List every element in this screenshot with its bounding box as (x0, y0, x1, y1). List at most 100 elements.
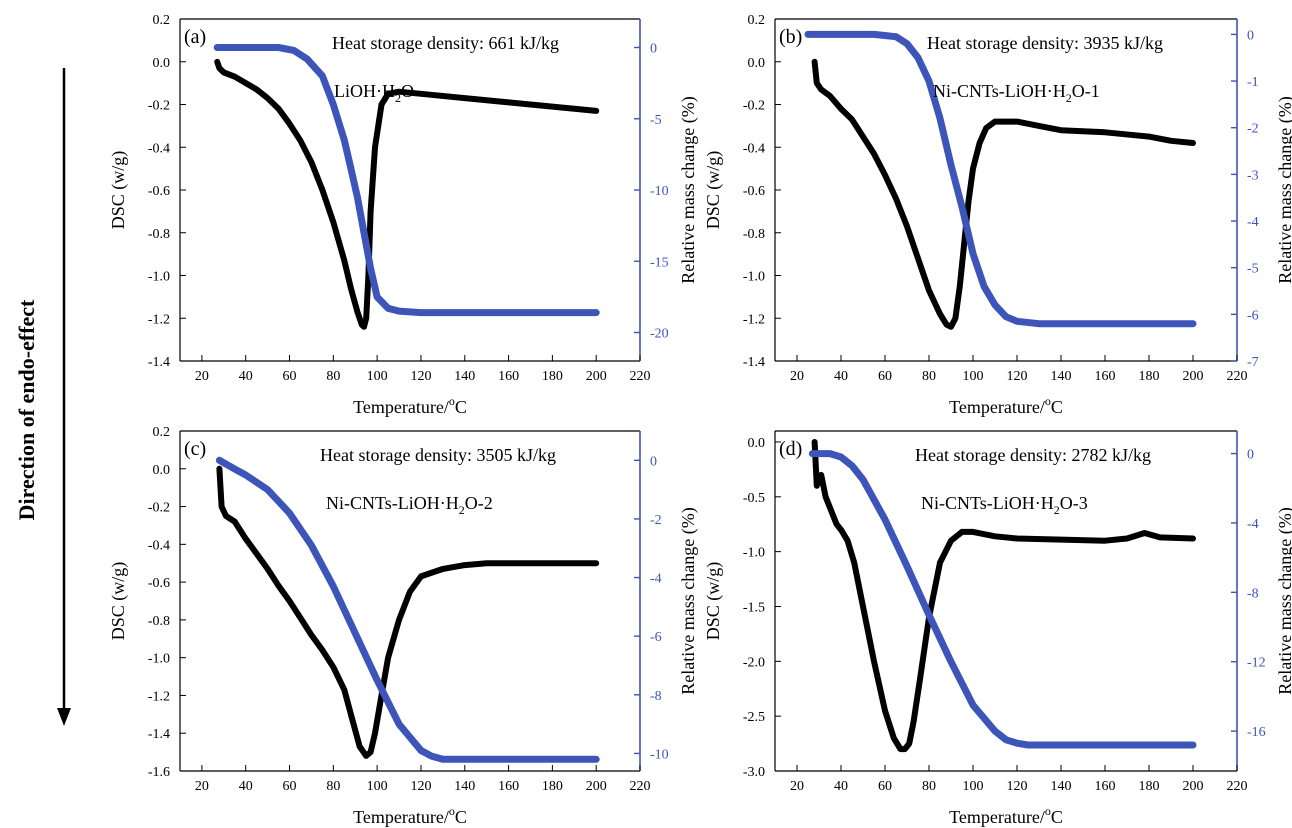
y-axis-title: DSC (w/g) (703, 562, 724, 641)
sample-label-sub: 2 (1054, 503, 1060, 517)
y2-tick-label: -10 (650, 747, 669, 762)
x-tick-label: 60 (878, 779, 892, 794)
y-tick-label: 0.2 (748, 13, 766, 28)
x-tick-label: 140 (1051, 369, 1072, 384)
mass-change-curve (804, 30, 1197, 328)
x-tick-label: 20 (790, 369, 804, 384)
dsc-curve (811, 58, 1196, 330)
x-tick-label: 180 (1139, 779, 1160, 794)
sample-label-sub: 2 (1066, 91, 1072, 105)
x-tick-label: 220 (630, 369, 651, 384)
y-tick-label: -1.2 (148, 689, 170, 704)
x-axis-title-text: Temperature/ (949, 397, 1045, 417)
sample-label-tail: O-1 (1072, 81, 1100, 101)
chart-panel: 20 40 60 80 100 120 140 160 180 200 2200.20.0-0.2-… (703, 13, 1292, 417)
y-tick-label: -0.2 (148, 99, 170, 114)
x-axis-title-sup: o (1045, 804, 1051, 818)
sample-label-sub: 2 (395, 91, 401, 105)
y2-axis-title: Relative mass change (%) (678, 507, 699, 694)
sample-label: Ni-CNTs-LiOH·H2O-1 (933, 81, 1100, 105)
x-tick-label: 140 (454, 369, 475, 384)
x-tick-label: 140 (454, 779, 475, 794)
dsc-curve (214, 58, 600, 330)
y2-tick-label: -4 (1247, 517, 1259, 532)
y2-tick-label: -16 (1247, 725, 1266, 740)
y-tick-label: 0.0 (153, 463, 171, 478)
y-tick-label: -0.5 (743, 491, 765, 506)
x-tick-label: 80 (326, 369, 340, 384)
y2-tick-label: 0 (650, 42, 657, 57)
y-tick-label: -2.0 (743, 655, 765, 670)
panel-label: (d) (779, 438, 802, 460)
x-axis-title-unit: C (455, 397, 467, 417)
x-tick-label: 120 (1007, 369, 1028, 384)
y2-tick-label: -7 (1247, 355, 1259, 370)
y2-axis-title: Relative mass change (%) (1275, 96, 1292, 283)
x-axis-title-unit: C (455, 807, 467, 827)
chart-panel: 20 40 60 80 100 120 140 160 180 200 2200.20.0-0.2-… (108, 425, 699, 827)
y-tick-label: -0.8 (743, 227, 765, 242)
sample-label-sub: 2 (459, 503, 465, 517)
chart-panel: 20 40 60 80 100 120 140 160 180 200 2200.20.0-0.2-… (108, 13, 699, 417)
x-tick-label: 200 (586, 369, 607, 384)
panel-label: (a) (184, 26, 206, 48)
y-tick-label: 0.2 (153, 425, 171, 440)
y-tick-label: -1.2 (743, 312, 765, 327)
sample-label-main: LiOH·H (334, 81, 395, 101)
mass-change-curve (808, 450, 1197, 749)
x-tick-label: 120 (1007, 779, 1028, 794)
panel-label: (b) (779, 26, 802, 48)
x-tick-label: 160 (498, 369, 519, 384)
x-tick-label: 160 (498, 779, 519, 794)
y2-tick-label: -20 (650, 327, 669, 342)
y-tick-label: -1.4 (148, 727, 170, 742)
y-tick-label: -0.2 (743, 99, 765, 114)
x-tick-label: 200 (1183, 779, 1204, 794)
y2-tick-label: -4 (650, 572, 662, 587)
x-tick-label: 180 (542, 779, 563, 794)
x-tick-label: 40 (834, 369, 848, 384)
y2-tick-label: -1 (1247, 75, 1259, 90)
heat-storage-density: Heat storage density: 2782 kJ/kg (915, 445, 1151, 465)
x-axis-title: Temperature/oC (353, 804, 467, 827)
y-tick-label: -3.0 (743, 765, 765, 780)
sample-label: LiOH·H2O (334, 81, 414, 105)
chart-panel: 20 40 60 80 100 120 140 160 180 200 2200.0-0.5-1.0… (703, 430, 1292, 827)
mass-change-curve (215, 456, 600, 763)
y-tick-label: 0.0 (153, 56, 171, 71)
y2-axis-title: Relative mass change (%) (1275, 507, 1292, 694)
sample-label-tail: O-2 (465, 493, 493, 513)
y2-tick-label: 0 (1247, 448, 1254, 463)
y-axis-title: DSC (w/g) (108, 562, 129, 641)
x-tick-label: 20 (195, 779, 209, 794)
x-tick-label: 220 (630, 779, 651, 794)
x-tick-label: 180 (542, 369, 563, 384)
x-axis-title-unit: C (1051, 807, 1063, 827)
y-tick-label: -1.4 (743, 355, 765, 370)
y2-tick-label: -6 (1247, 308, 1259, 323)
x-tick-label: 100 (963, 369, 984, 384)
y-tick-label: -0.4 (743, 141, 765, 156)
y-tick-label: -0.8 (148, 614, 170, 629)
y-tick-label: -1.0 (148, 652, 170, 667)
y2-tick-label: -2 (1247, 122, 1259, 137)
x-tick-label: 120 (410, 779, 431, 794)
panel-label: (c) (184, 438, 206, 460)
sample-label: Ni-CNTs-LiOH·H2O-3 (921, 493, 1088, 517)
x-tick-label: 220 (1227, 779, 1248, 794)
y-tick-label: -1.0 (743, 270, 765, 285)
x-axis-title-text: Temperature/ (353, 807, 449, 827)
y-tick-label: -0.2 (148, 501, 170, 516)
endo-effect-arrow (57, 68, 71, 726)
y-tick-label: -0.4 (148, 538, 170, 553)
y-tick-label: -0.4 (148, 141, 170, 156)
y-tick-label: -2.5 (743, 710, 765, 725)
y-tick-label: -0.6 (148, 184, 170, 199)
x-tick-label: 120 (410, 369, 431, 384)
dsc-curve (216, 465, 600, 759)
x-axis-title-sup: o (449, 394, 455, 408)
x-axis-title-sup: o (449, 804, 455, 818)
y-tick-label: 0.2 (153, 13, 171, 28)
x-tick-label: 180 (1139, 369, 1160, 384)
